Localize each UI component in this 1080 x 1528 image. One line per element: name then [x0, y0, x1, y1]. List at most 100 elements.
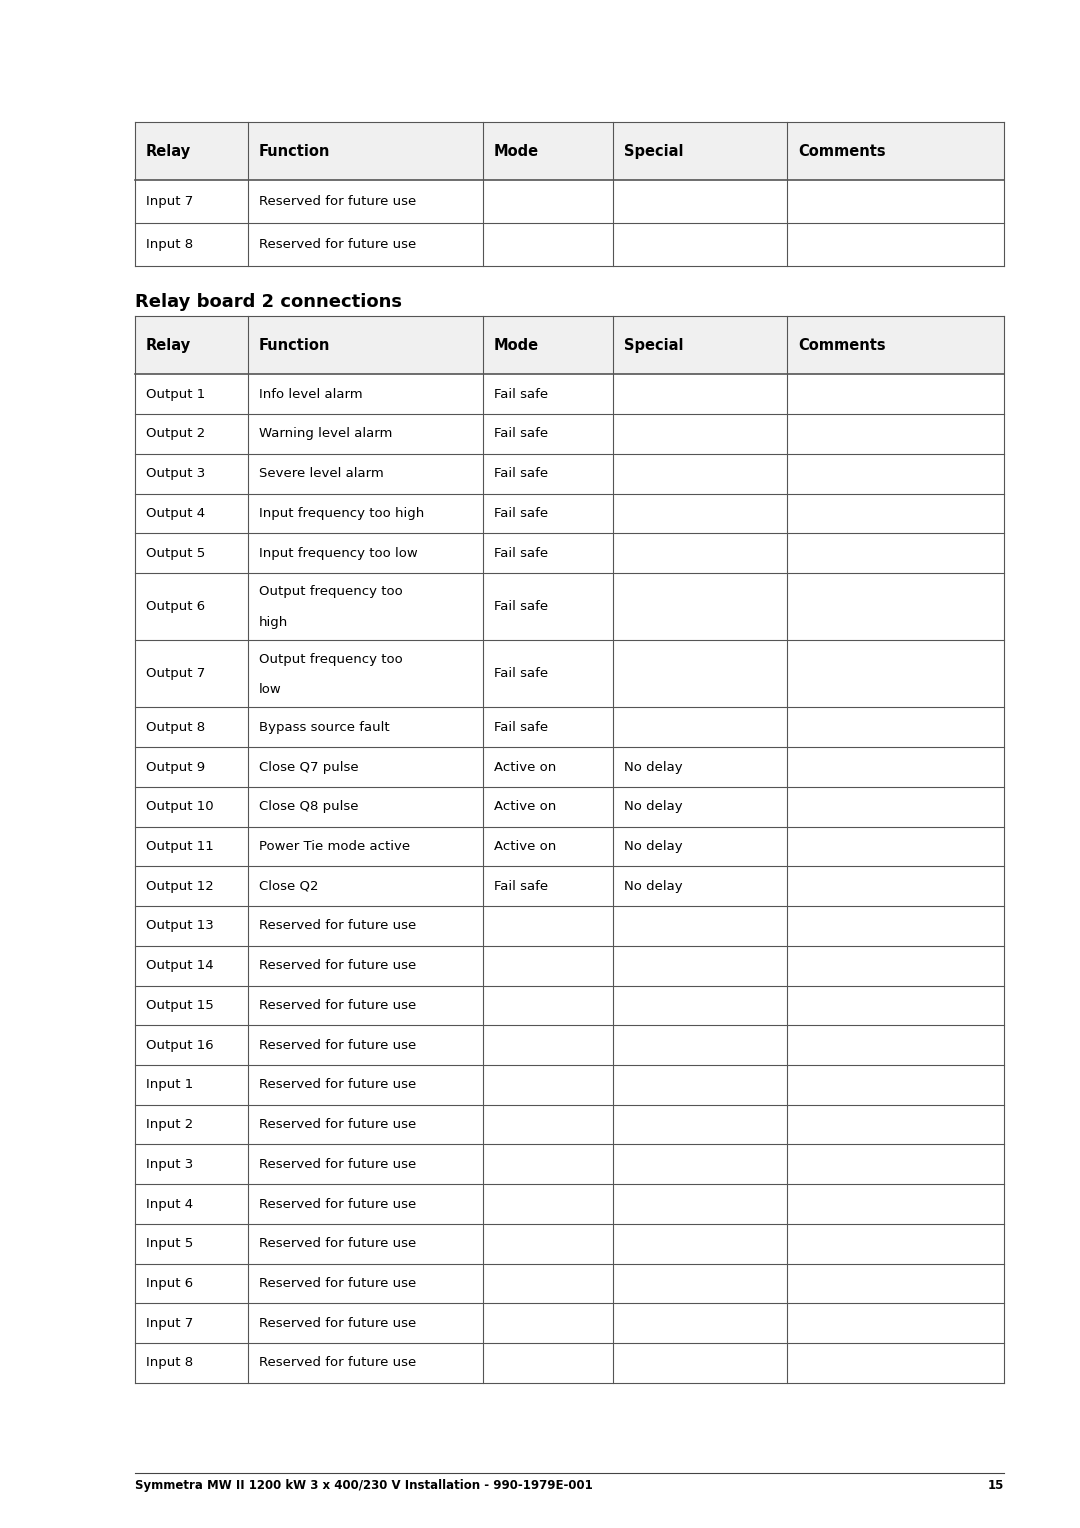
- Text: Output 1: Output 1: [146, 388, 205, 400]
- Text: Reserved for future use: Reserved for future use: [259, 1079, 416, 1091]
- Text: Output 7: Output 7: [146, 668, 205, 680]
- Text: Input 3: Input 3: [146, 1158, 193, 1170]
- Text: Mode: Mode: [494, 144, 539, 159]
- Text: Input 2: Input 2: [146, 1118, 193, 1131]
- Text: Fail safe: Fail safe: [494, 507, 548, 520]
- Text: Fail safe: Fail safe: [494, 388, 548, 400]
- Text: Reserved for future use: Reserved for future use: [259, 1238, 416, 1250]
- Bar: [135, 1105, 1004, 1144]
- Text: Reserved for future use: Reserved for future use: [259, 1198, 416, 1210]
- Text: Fail safe: Fail safe: [494, 428, 548, 440]
- Bar: [135, 1144, 1004, 1184]
- Text: Input 1: Input 1: [146, 1079, 193, 1091]
- Text: No delay: No delay: [624, 801, 683, 813]
- Text: Mode: Mode: [494, 338, 539, 353]
- Text: Fail safe: Fail safe: [494, 668, 548, 680]
- Text: Function: Function: [259, 338, 330, 353]
- Text: Bypass source fault: Bypass source fault: [259, 721, 390, 733]
- Text: Reserved for future use: Reserved for future use: [259, 1039, 416, 1051]
- Text: Output frequency too: Output frequency too: [259, 652, 403, 666]
- Text: 15: 15: [988, 1479, 1004, 1493]
- Text: Special: Special: [624, 144, 684, 159]
- Text: Reserved for future use: Reserved for future use: [259, 960, 416, 972]
- Text: Comments: Comments: [798, 338, 886, 353]
- Bar: [135, 1303, 1004, 1343]
- Text: Severe level alarm: Severe level alarm: [259, 468, 383, 480]
- Text: Reserved for future use: Reserved for future use: [259, 1317, 416, 1329]
- Bar: [135, 533, 1004, 573]
- Text: Output frequency too: Output frequency too: [259, 585, 403, 599]
- Text: Comments: Comments: [798, 144, 886, 159]
- Text: Input 8: Input 8: [146, 1357, 193, 1369]
- Text: Info level alarm: Info level alarm: [259, 388, 363, 400]
- Bar: [135, 1264, 1004, 1303]
- Text: Output 15: Output 15: [146, 999, 214, 1012]
- Text: No delay: No delay: [624, 880, 683, 892]
- Text: No delay: No delay: [624, 761, 683, 773]
- Bar: [135, 906, 1004, 946]
- Text: Reserved for future use: Reserved for future use: [259, 1158, 416, 1170]
- Bar: [135, 1065, 1004, 1105]
- Bar: [135, 180, 1004, 223]
- Text: Output 3: Output 3: [146, 468, 205, 480]
- Text: Fail safe: Fail safe: [494, 880, 548, 892]
- Text: Reserved for future use: Reserved for future use: [259, 1357, 416, 1369]
- Text: Input 6: Input 6: [146, 1277, 193, 1290]
- Bar: [135, 1343, 1004, 1383]
- Text: low: low: [259, 683, 282, 697]
- Bar: [135, 1184, 1004, 1224]
- Text: Close Q8 pulse: Close Q8 pulse: [259, 801, 359, 813]
- Text: Relay: Relay: [146, 144, 191, 159]
- Text: Special: Special: [624, 338, 684, 353]
- Text: Output 12: Output 12: [146, 880, 214, 892]
- Text: Fail safe: Fail safe: [494, 601, 548, 613]
- Text: Relay board 2 connections: Relay board 2 connections: [135, 293, 402, 312]
- Text: Input frequency too high: Input frequency too high: [259, 507, 424, 520]
- Text: Output 10: Output 10: [146, 801, 214, 813]
- Text: Fail safe: Fail safe: [494, 547, 548, 559]
- Text: Close Q2: Close Q2: [259, 880, 319, 892]
- Text: Input 8: Input 8: [146, 238, 193, 251]
- Bar: [135, 454, 1004, 494]
- Text: Fail safe: Fail safe: [494, 721, 548, 733]
- Text: Output 2: Output 2: [146, 428, 205, 440]
- Text: Input frequency too low: Input frequency too low: [259, 547, 418, 559]
- Bar: [135, 986, 1004, 1025]
- Text: Output 11: Output 11: [146, 840, 214, 853]
- Text: Output 14: Output 14: [146, 960, 214, 972]
- Bar: [135, 640, 1004, 707]
- Bar: [135, 866, 1004, 906]
- Text: Relay: Relay: [146, 338, 191, 353]
- Bar: [135, 414, 1004, 454]
- Bar: [135, 946, 1004, 986]
- Text: Output 4: Output 4: [146, 507, 205, 520]
- Text: Input 4: Input 4: [146, 1198, 193, 1210]
- Bar: [135, 747, 1004, 787]
- Text: Fail safe: Fail safe: [494, 468, 548, 480]
- Text: Reserved for future use: Reserved for future use: [259, 1277, 416, 1290]
- Text: Warning level alarm: Warning level alarm: [259, 428, 392, 440]
- Bar: [135, 827, 1004, 866]
- Text: Active on: Active on: [494, 761, 556, 773]
- Bar: [135, 223, 1004, 266]
- Bar: [135, 707, 1004, 747]
- Text: Input 7: Input 7: [146, 196, 193, 208]
- Text: Active on: Active on: [494, 840, 556, 853]
- Text: Output 13: Output 13: [146, 920, 214, 932]
- Text: Output 8: Output 8: [146, 721, 205, 733]
- Bar: [135, 316, 1004, 374]
- Text: Reserved for future use: Reserved for future use: [259, 196, 416, 208]
- Text: Close Q7 pulse: Close Q7 pulse: [259, 761, 359, 773]
- Bar: [135, 573, 1004, 640]
- Text: Function: Function: [259, 144, 330, 159]
- Bar: [135, 1224, 1004, 1264]
- Text: Output 5: Output 5: [146, 547, 205, 559]
- Bar: [135, 122, 1004, 180]
- Bar: [135, 787, 1004, 827]
- Bar: [135, 494, 1004, 533]
- Text: Symmetra MW II 1200 kW 3 x 400/230 V Installation - 990-1979E-001: Symmetra MW II 1200 kW 3 x 400/230 V Ins…: [135, 1479, 593, 1493]
- Text: Power Tie mode active: Power Tie mode active: [259, 840, 410, 853]
- Text: Output 16: Output 16: [146, 1039, 214, 1051]
- Bar: [135, 374, 1004, 414]
- Text: Reserved for future use: Reserved for future use: [259, 999, 416, 1012]
